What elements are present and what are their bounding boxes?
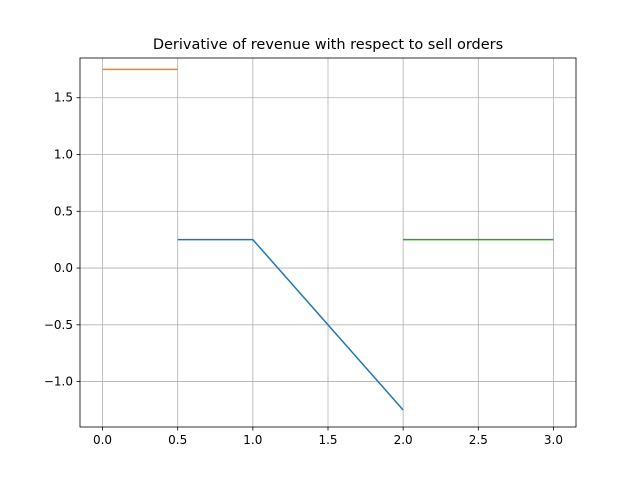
x-tick-label: 1.0 bbox=[243, 433, 262, 447]
x-tick-label: 1.5 bbox=[318, 433, 337, 447]
y-axis: −1.0 −0.5 0.0 0.5 1.0 1.5 bbox=[44, 91, 80, 389]
x-tick-label: 0.0 bbox=[93, 433, 112, 447]
y-tick-label: 0.0 bbox=[54, 261, 73, 275]
x-tick-label: 2.5 bbox=[469, 433, 488, 447]
series-line-1 bbox=[177, 238, 404, 411]
x-tick-label: 3.0 bbox=[544, 433, 563, 447]
y-tick-label: 1.5 bbox=[54, 91, 73, 105]
chart-title: Derivative of revenue with respect to se… bbox=[153, 37, 503, 53]
y-tick-label: −0.5 bbox=[44, 318, 73, 332]
grid bbox=[80, 58, 576, 427]
x-tick-label: 0.5 bbox=[168, 433, 187, 447]
x-axis: 0.0 0.5 1.0 1.5 2.0 2.5 3.0 bbox=[93, 427, 563, 447]
x-tick-label: 2.0 bbox=[394, 433, 413, 447]
y-tick-label: −1.0 bbox=[44, 375, 73, 389]
y-tick-label: 0.5 bbox=[54, 204, 73, 218]
series-group bbox=[102, 68, 554, 411]
y-tick-label: 1.0 bbox=[54, 148, 73, 162]
